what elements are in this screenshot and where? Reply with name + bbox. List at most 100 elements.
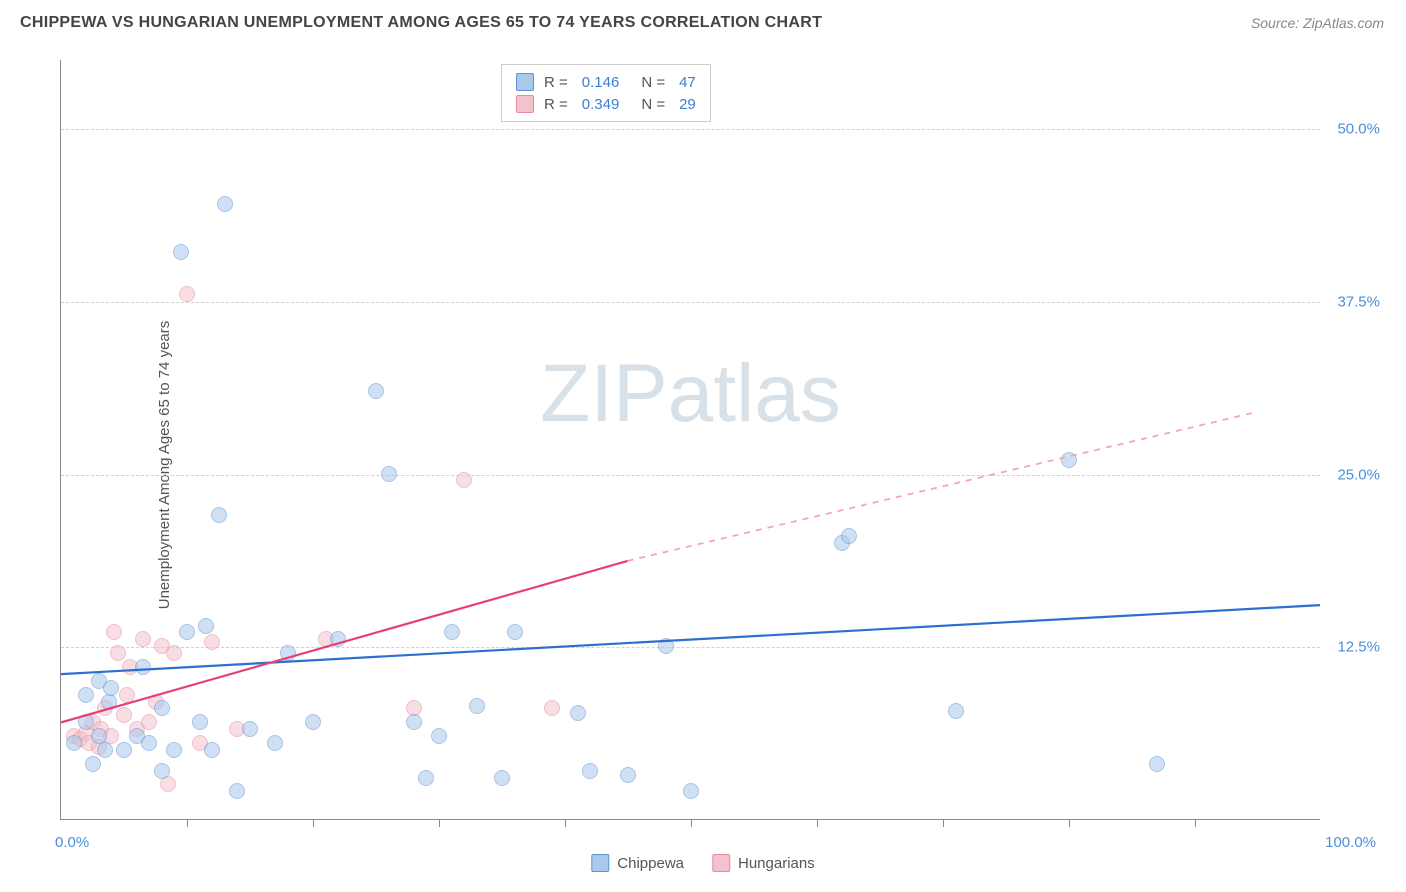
data-point xyxy=(110,645,126,661)
data-point xyxy=(381,466,397,482)
chart-container: Unemployment Among Ages 65 to 74 years Z… xyxy=(20,50,1386,880)
data-point xyxy=(444,624,460,640)
data-point xyxy=(179,624,195,640)
x-axis-tick xyxy=(1195,819,1196,827)
watermark-thin: atlas xyxy=(668,348,841,439)
legend-swatch xyxy=(516,95,534,113)
legend-row: R = 0.349 N = 29 xyxy=(516,93,696,115)
data-point xyxy=(544,700,560,716)
data-point xyxy=(135,659,151,675)
y-axis-tick-label: 50.0% xyxy=(1337,121,1380,138)
data-point xyxy=(683,783,699,799)
series-legend: Chippewa Hungarians xyxy=(591,854,814,872)
gridline-y xyxy=(61,302,1320,303)
data-point xyxy=(582,763,598,779)
legend-row: R = 0.146 N = 47 xyxy=(516,71,696,93)
legend-item: Hungarians xyxy=(712,854,815,872)
legend-swatch xyxy=(591,854,609,872)
legend-r-value: 0.146 xyxy=(582,74,620,91)
data-point xyxy=(160,776,176,792)
chart-title: CHIPPEWA VS HUNGARIAN UNEMPLOYMENT AMONG… xyxy=(20,14,822,32)
data-point xyxy=(119,687,135,703)
legend-r-label: R = xyxy=(544,96,568,113)
trendline xyxy=(628,412,1258,561)
data-point xyxy=(242,721,258,737)
trendlines-layer xyxy=(61,60,1320,819)
data-point xyxy=(154,700,170,716)
legend-item: Chippewa xyxy=(591,854,684,872)
data-point xyxy=(330,631,346,647)
data-point xyxy=(66,735,82,751)
data-point xyxy=(418,770,434,786)
data-point xyxy=(211,507,227,523)
data-point xyxy=(406,714,422,730)
trendline xyxy=(61,605,1320,674)
data-point xyxy=(305,714,321,730)
data-point xyxy=(1061,452,1077,468)
data-point xyxy=(198,618,214,634)
data-point xyxy=(103,680,119,696)
data-point xyxy=(85,756,101,772)
data-point xyxy=(106,624,122,640)
x-axis-tick xyxy=(439,819,440,827)
watermark-bold: ZIP xyxy=(540,348,668,439)
data-point xyxy=(179,286,195,302)
data-point xyxy=(141,735,157,751)
legend-swatch xyxy=(712,854,730,872)
data-point xyxy=(431,728,447,744)
data-point xyxy=(78,687,94,703)
x-axis-tick-label: 0.0% xyxy=(55,834,89,851)
scatter-plot-area: ZIPatlas R = 0.146 N = 47 R = 0.349 N = … xyxy=(60,60,1320,820)
correlation-legend: R = 0.146 N = 47 R = 0.349 N = 29 xyxy=(501,64,711,122)
watermark: ZIPatlas xyxy=(540,347,841,441)
legend-n-label: N = xyxy=(641,96,665,113)
data-point xyxy=(948,703,964,719)
data-point xyxy=(620,767,636,783)
data-point xyxy=(570,705,586,721)
data-point xyxy=(116,707,132,723)
data-point xyxy=(658,638,674,654)
data-point xyxy=(204,634,220,650)
x-axis-tick xyxy=(691,819,692,827)
data-point xyxy=(173,244,189,260)
data-point xyxy=(229,783,245,799)
data-point xyxy=(101,694,117,710)
x-axis-tick xyxy=(943,819,944,827)
data-point xyxy=(456,472,472,488)
x-axis-tick xyxy=(1069,819,1070,827)
source-attribution: Source: ZipAtlas.com xyxy=(1251,15,1384,31)
legend-n-label: N = xyxy=(641,74,665,91)
y-axis-tick-label: 12.5% xyxy=(1337,639,1380,656)
data-point xyxy=(368,383,384,399)
legend-r-label: R = xyxy=(544,74,568,91)
data-point xyxy=(217,196,233,212)
x-axis-tick xyxy=(565,819,566,827)
legend-label: Chippewa xyxy=(617,855,684,872)
data-point xyxy=(267,735,283,751)
data-point xyxy=(135,631,151,647)
data-point xyxy=(78,714,94,730)
data-point xyxy=(141,714,157,730)
legend-n-value: 29 xyxy=(679,96,696,113)
data-point xyxy=(280,645,296,661)
x-axis-tick xyxy=(187,819,188,827)
data-point xyxy=(1149,756,1165,772)
x-axis-tick-label: 100.0% xyxy=(1325,834,1376,851)
gridline-y xyxy=(61,647,1320,648)
gridline-y xyxy=(61,129,1320,130)
gridline-y xyxy=(61,475,1320,476)
data-point xyxy=(192,714,208,730)
data-point xyxy=(204,742,220,758)
data-point xyxy=(166,645,182,661)
data-point xyxy=(154,763,170,779)
data-point xyxy=(841,528,857,544)
legend-r-value: 0.349 xyxy=(582,96,620,113)
legend-label: Hungarians xyxy=(738,855,815,872)
data-point xyxy=(494,770,510,786)
data-point xyxy=(507,624,523,640)
data-point xyxy=(116,742,132,758)
y-axis-tick-label: 25.0% xyxy=(1337,466,1380,483)
x-axis-tick xyxy=(313,819,314,827)
data-point xyxy=(166,742,182,758)
legend-swatch xyxy=(516,73,534,91)
